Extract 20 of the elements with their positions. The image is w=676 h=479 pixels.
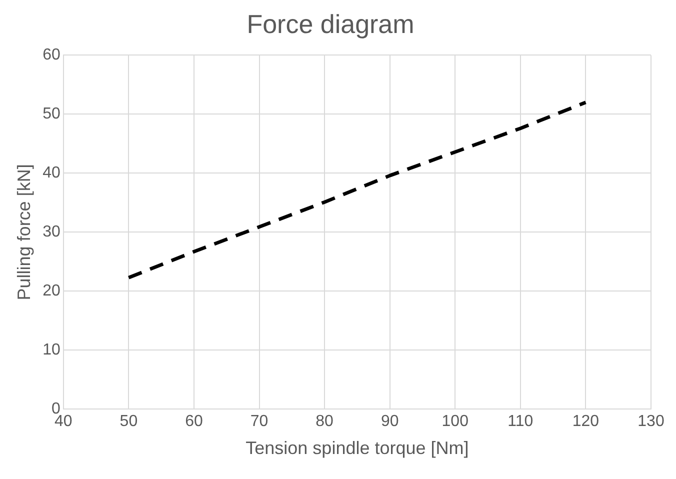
x-tick-label: 90 <box>380 413 399 430</box>
x-tick-label: 110 <box>508 413 534 430</box>
x-tick-label: 130 <box>638 413 664 430</box>
y-axis-title: Pulling force [kN] <box>14 164 34 300</box>
y-tick-label: 20 <box>42 282 60 300</box>
x-tick-label: 80 <box>316 413 334 430</box>
x-tick-label: 50 <box>120 413 138 430</box>
y-tick-label: 50 <box>42 106 60 123</box>
y-tick-label: 60 <box>42 46 60 64</box>
x-tick-label: 120 <box>572 413 600 430</box>
x-tick-label: 70 <box>250 413 268 430</box>
y-tick-label: 40 <box>42 164 60 182</box>
line-series <box>126 100 588 280</box>
y-tick-label: 30 <box>42 224 60 241</box>
x-tick-label: 60 <box>185 413 203 430</box>
y-tick-label: 10 <box>42 342 60 359</box>
chart-title: Force diagram <box>246 8 414 39</box>
x-axis-title: Tension spindle torque [Nm] <box>246 438 469 458</box>
x-tick-label: 40 <box>54 413 72 430</box>
x-tick-label: 100 <box>442 413 469 430</box>
